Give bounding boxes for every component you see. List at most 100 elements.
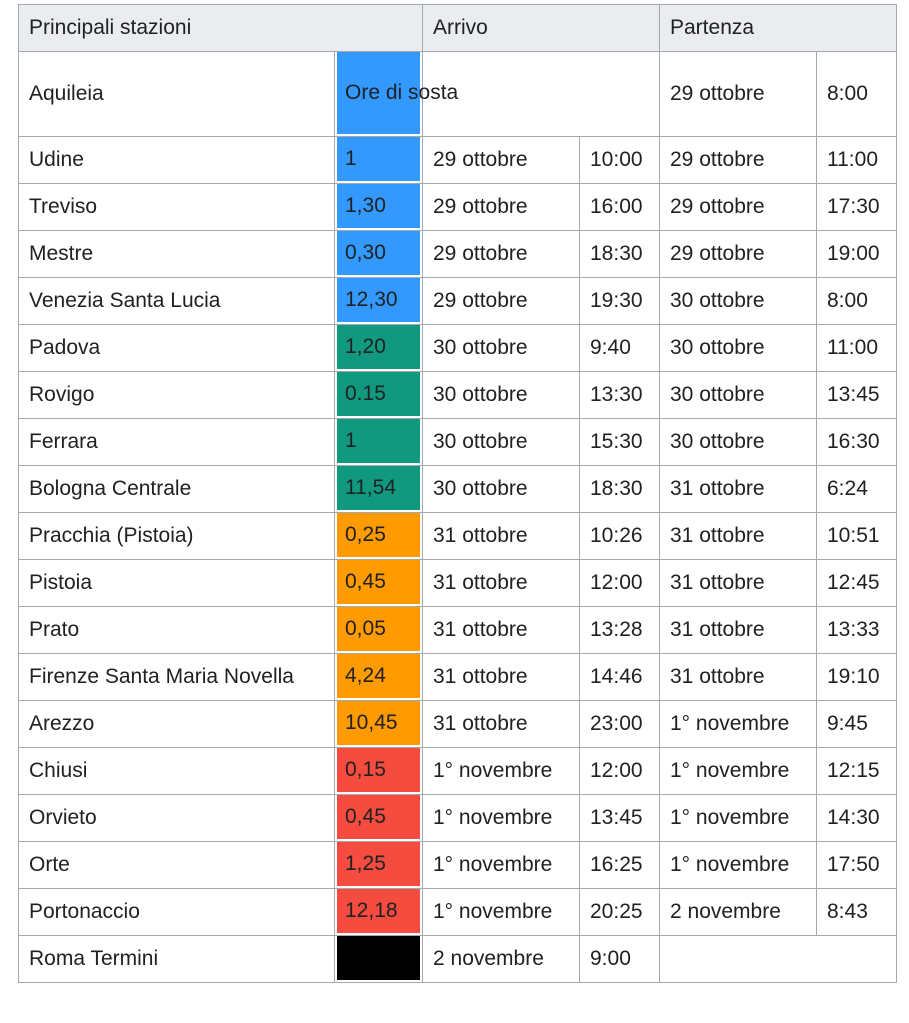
- station-name: Mestre: [18, 230, 335, 278]
- departure-date: 1° novembre: [659, 747, 817, 795]
- arrival-time: 15:30: [579, 418, 660, 466]
- header-departure: Partenza: [659, 4, 897, 52]
- departure-date: 29 ottobre: [659, 230, 817, 278]
- arrival-time: 18:30: [579, 465, 660, 513]
- stations-table: Principali stazioni Arrivo Partenza Aqui…: [18, 4, 897, 983]
- arrival-empty: [422, 51, 660, 137]
- table-row: Treviso 1,30 29 ottobre 16:00 29 ottobre 17:3…: [18, 183, 897, 231]
- station-name: Bologna Centrale: [18, 465, 335, 513]
- departure-time: 13:33: [816, 606, 897, 654]
- departure-date: 31 ottobre: [659, 465, 817, 513]
- arrival-time: 9:40: [579, 324, 660, 372]
- departure-time: 19:10: [816, 653, 897, 701]
- stop-hours: 1,25: [345, 852, 386, 876]
- stop-chip: 12,30: [337, 278, 420, 322]
- table-row: Arezzo 10,45 31 ottobre 23:00 1° novembre 9:4…: [18, 700, 897, 748]
- departure-date: 30 ottobre: [659, 418, 817, 466]
- stop-chip: 10,45: [337, 701, 420, 745]
- stop-hours: 1: [345, 147, 357, 171]
- departure-time: 6:24: [816, 465, 897, 513]
- station-name: Firenze Santa Maria Novella: [18, 653, 335, 701]
- stop-chip: 0,45: [337, 795, 420, 839]
- departure-time: 11:00: [816, 136, 897, 184]
- station-name: Padova: [18, 324, 335, 372]
- departure-time: 17:30: [816, 183, 897, 231]
- departure-time: 14:30: [816, 794, 897, 842]
- stop-chip: 12,18: [337, 889, 420, 933]
- table-row: Firenze Santa Maria Novella 4,24 31 ottobr…: [18, 653, 897, 701]
- arrival-date: 1° novembre: [422, 747, 580, 795]
- table-row: Mestre 0,30 29 ottobre 18:30 29 ottobre 19:00: [18, 230, 897, 278]
- stop-hours: 0,30: [345, 241, 386, 265]
- arrival-time: 20:25: [579, 888, 660, 936]
- arrival-date: 2 novembre: [422, 935, 580, 983]
- arrival-time: 19:30: [579, 277, 660, 325]
- stop-chip: 0,25: [337, 513, 420, 557]
- stop-chip: 0,05: [337, 607, 420, 651]
- stop-chip: Ore di sosta: [337, 52, 458, 134]
- departure-date: 1° novembre: [659, 794, 817, 842]
- stop-chip: 1,30: [337, 184, 420, 228]
- stop-hours: 0,45: [345, 805, 386, 829]
- stop-cell: 0,05: [334, 606, 423, 654]
- arrival-date: 30 ottobre: [422, 324, 580, 372]
- departure-date: 30 ottobre: [659, 277, 817, 325]
- arrival-date: 30 ottobre: [422, 465, 580, 513]
- arrival-time: 16:25: [579, 841, 660, 889]
- departure-time: 12:15: [816, 747, 897, 795]
- stop-hours: 1,20: [345, 335, 386, 359]
- station-name: Orvieto: [18, 794, 335, 842]
- stop-hours: 12,18: [345, 899, 398, 923]
- departure-date: 1° novembre: [659, 700, 817, 748]
- departure-time: 8:00: [816, 277, 897, 325]
- stop-cell: 4,24: [334, 653, 423, 701]
- stop-chip: 4,24: [337, 654, 420, 698]
- stop-chip: 1: [337, 137, 420, 181]
- arrival-date: 1° novembre: [422, 841, 580, 889]
- table-row: Chiusi 0,15 1° novembre 12:00 1° novembre 12:…: [18, 747, 897, 795]
- arrival-time: 18:30: [579, 230, 660, 278]
- stop-hours: 1,30: [345, 194, 386, 218]
- stop-hours: 0.15: [345, 382, 386, 406]
- station-name: Orte: [18, 841, 335, 889]
- stop-chip: 0,30: [337, 231, 420, 275]
- departure-date: 29 ottobre: [659, 183, 817, 231]
- table-row: Rovigo 0.15 30 ottobre 13:30 30 ottobre 13:45: [18, 371, 897, 419]
- station-name: Roma Termini: [18, 935, 335, 983]
- arrival-time: 13:30: [579, 371, 660, 419]
- stop-chip: 11,54: [337, 466, 420, 510]
- stop-hours: 1: [345, 429, 357, 453]
- departure-date: 31 ottobre: [659, 512, 817, 560]
- table-row: Portonaccio 12,18 1° novembre 20:25 2 novemb…: [18, 888, 897, 936]
- arrival-date: 1° novembre: [422, 888, 580, 936]
- departure-date: 30 ottobre: [659, 371, 817, 419]
- stop-hours: 12,30: [345, 288, 398, 312]
- table-row: Padova 1,20 30 ottobre 9:40 30 ottobre 11:00: [18, 324, 897, 372]
- table-row: Ferrara 1 30 ottobre 15:30 30 ottobre 16:30: [18, 418, 897, 466]
- stop-cell: 12,18: [334, 888, 423, 936]
- arrival-time: 13:28: [579, 606, 660, 654]
- arrival-time: 10:00: [579, 136, 660, 184]
- departure-time: 9:45: [816, 700, 897, 748]
- departure-date: 30 ottobre: [659, 324, 817, 372]
- header-stations: Principali stazioni: [18, 4, 423, 52]
- table-row: Venezia Santa Lucia 12,30 29 ottobre 19:30 3…: [18, 277, 897, 325]
- station-name: Pracchia (Pistoia): [18, 512, 335, 560]
- header-arrival: Arrivo: [422, 4, 660, 52]
- station-name: Aquileia: [18, 51, 335, 137]
- stop-cell: 0.15: [334, 371, 423, 419]
- stop-cell: Ore di sosta: [334, 51, 458, 137]
- arrival-date: 30 ottobre: [422, 418, 580, 466]
- stop-cell: 0,45: [334, 794, 423, 842]
- station-name: Prato: [18, 606, 335, 654]
- station-name: Venezia Santa Lucia: [18, 277, 335, 325]
- departure-date: 29 ottobre: [659, 51, 817, 137]
- station-name: Rovigo: [18, 371, 335, 419]
- stop-hours: 10,45: [345, 711, 398, 735]
- arrival-time: 23:00: [579, 700, 660, 748]
- stop-hours: 4,24: [345, 664, 386, 688]
- arrival-time: 9:00: [579, 935, 660, 983]
- departure-time: 8:43: [816, 888, 897, 936]
- stop-hours: 0,25: [345, 523, 386, 547]
- stop-cell: [334, 935, 423, 983]
